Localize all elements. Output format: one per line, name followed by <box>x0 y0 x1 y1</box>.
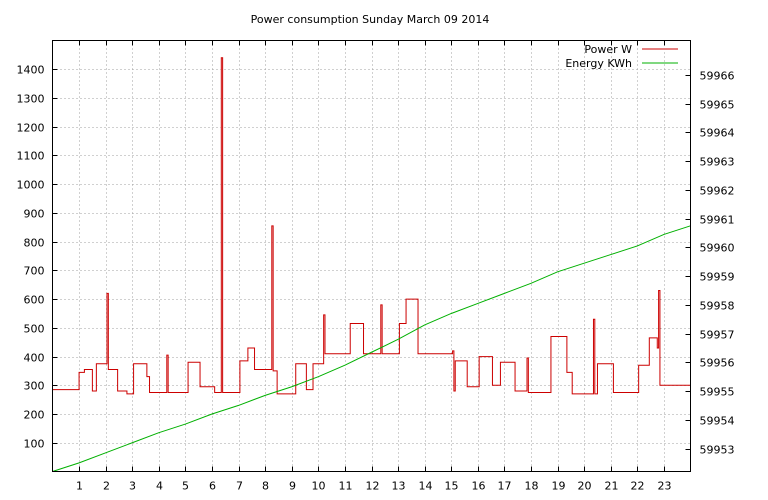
x-tick-label: 12 <box>366 480 380 493</box>
chart-title: Power consumption Sunday March 09 2014 <box>251 13 490 26</box>
y2-tick-label: 59953 <box>700 444 735 457</box>
y-tick-label: 800 <box>24 237 45 250</box>
y2-tick-label: 59966 <box>700 70 735 83</box>
y2-tick-label: 59962 <box>700 185 735 198</box>
y-tick-label: 1000 <box>17 179 45 192</box>
y2-tick-label: 59954 <box>700 415 735 428</box>
y-tick-label: 400 <box>24 352 45 365</box>
x-tick-label: 9 <box>289 480 296 493</box>
y2-tick-label: 59959 <box>700 271 735 284</box>
y2-tick-label: 59963 <box>700 156 735 169</box>
x-tick-label: 22 <box>631 480 645 493</box>
x-tick-label: 15 <box>445 480 459 493</box>
series-lines <box>52 57 691 472</box>
legend-label-energy: Energy KWh <box>565 57 632 70</box>
y-tick-label: 600 <box>24 294 45 307</box>
power-series-line <box>52 57 691 395</box>
y-tick-label: 200 <box>24 409 45 422</box>
x-tick-label: 17 <box>498 480 512 493</box>
y-tick-label: 1200 <box>17 122 45 135</box>
grid <box>52 40 691 472</box>
y2-tick-label: 59957 <box>700 329 735 342</box>
x-tick-label: 6 <box>209 480 216 493</box>
y2-tick-label: 59955 <box>700 386 735 399</box>
legend: Power W Energy KWh <box>565 43 678 70</box>
x-tick-label: 16 <box>472 480 486 493</box>
plot-frame <box>52 40 691 472</box>
y-tick-label: 700 <box>24 265 45 278</box>
x-tick-label: 21 <box>605 480 619 493</box>
y2-tick-label: 59960 <box>700 242 735 255</box>
x-tick-label: 10 <box>312 480 326 493</box>
y-tick-label: 1400 <box>17 64 45 77</box>
y-tick-label: 1300 <box>17 93 45 106</box>
y-tick-label: 100 <box>24 438 45 451</box>
axes: 1 2 3 4 5 6 7 8 9 10 11 12 13 14 15 16 17 18 19 20 21 22 23100… <box>17 40 735 493</box>
y2-tick-label: 59961 <box>700 214 735 227</box>
x-tick-label: 1 <box>76 480 83 493</box>
x-tick-label: 14 <box>419 480 433 493</box>
y2-tick-label: 59958 <box>700 300 735 313</box>
x-tick-label: 7 <box>236 480 243 493</box>
x-tick-label: 8 <box>262 480 269 493</box>
x-tick-label: 5 <box>182 480 189 493</box>
legend-label-power: Power W <box>584 43 632 56</box>
y-tick-label: 300 <box>24 380 45 393</box>
y-tick-label: 500 <box>24 323 45 336</box>
x-tick-label: 23 <box>658 480 672 493</box>
x-tick-label: 13 <box>392 480 406 493</box>
y2-tick-label: 59964 <box>700 127 735 140</box>
y2-tick-label: 59965 <box>700 99 735 112</box>
energy-series-line <box>52 225 691 472</box>
x-tick-label: 4 <box>156 480 163 493</box>
x-tick-label: 19 <box>552 480 566 493</box>
y2-tick-label: 59956 <box>700 357 735 370</box>
x-tick-label: 20 <box>578 480 592 493</box>
y-tick-label: 1100 <box>17 150 45 163</box>
x-tick-label: 18 <box>525 480 539 493</box>
x-tick-label: 2 <box>103 480 110 493</box>
y-tick-label: 900 <box>24 208 45 221</box>
x-tick-label: 3 <box>129 480 136 493</box>
x-tick-label: 11 <box>339 480 353 493</box>
